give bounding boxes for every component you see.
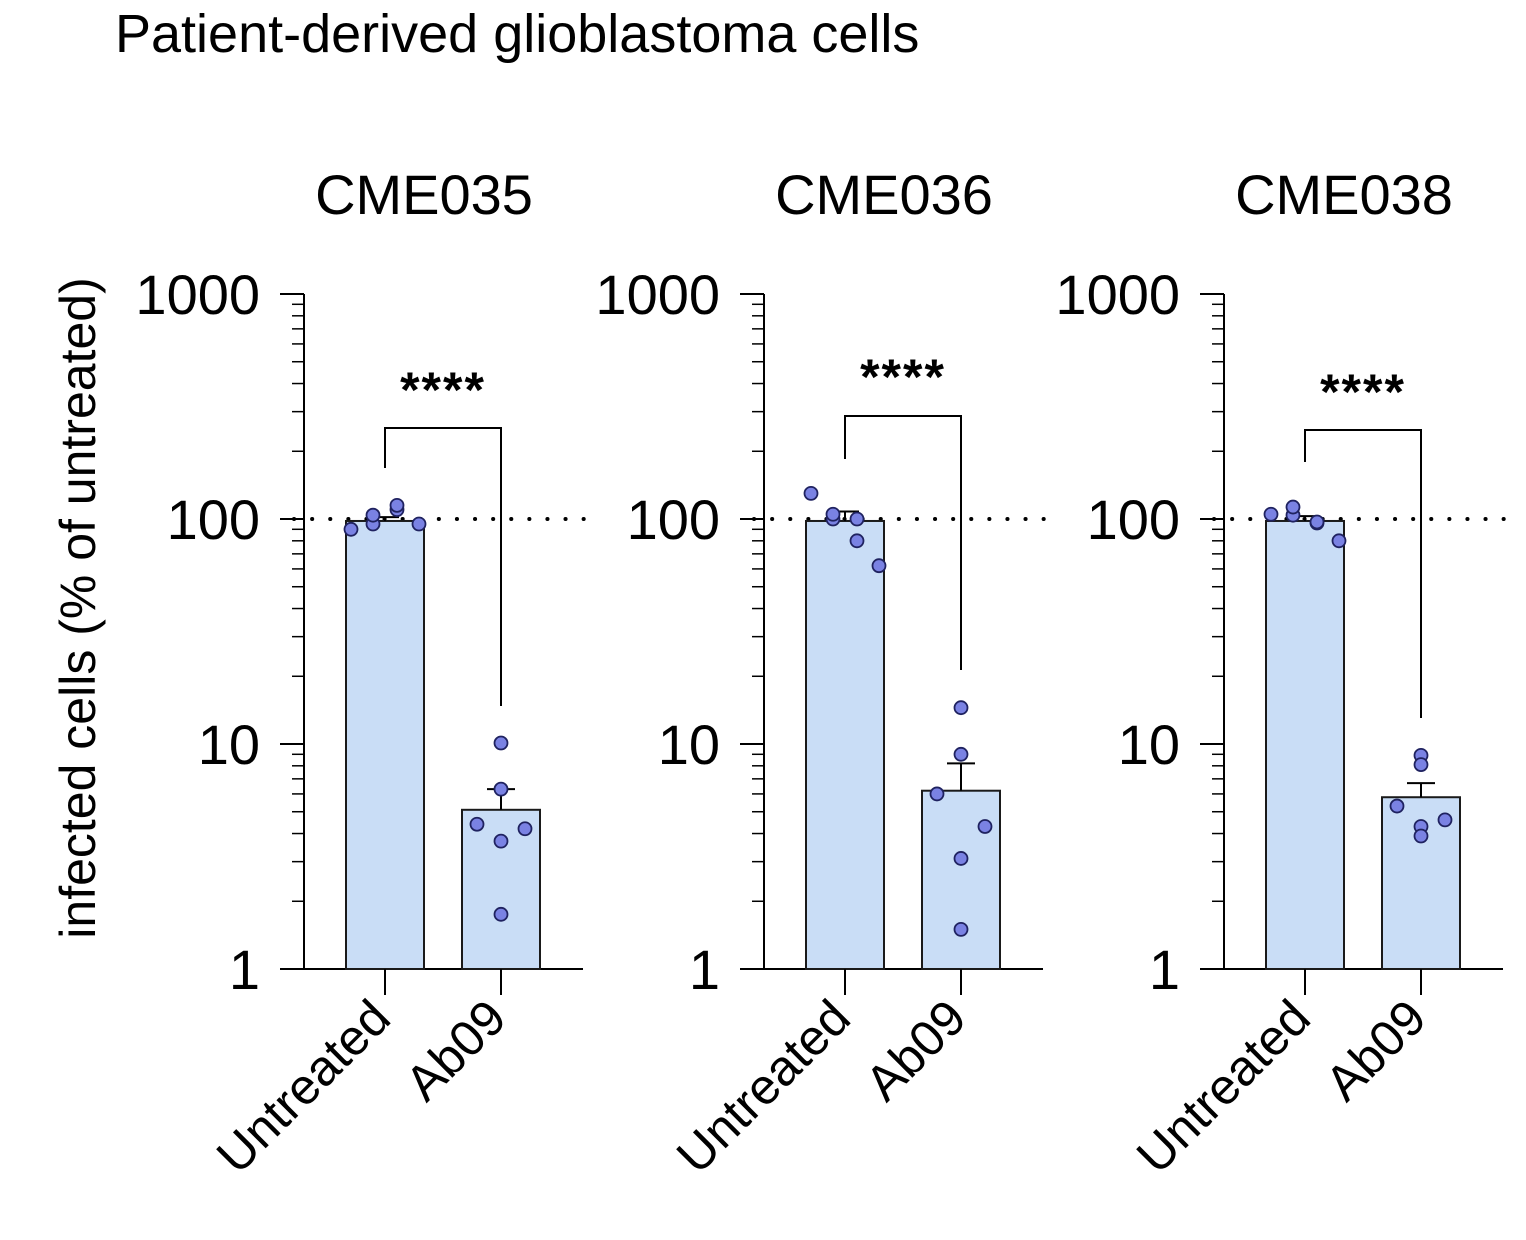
data-point	[1309, 514, 1325, 530]
significance-label: ****	[400, 362, 486, 418]
y-tick-label: 1	[229, 938, 260, 1001]
data-point	[493, 833, 509, 849]
data-point	[825, 506, 841, 522]
bar-ab09	[921, 789, 1001, 970]
data-point	[849, 511, 865, 527]
category-label-ab09: Ab09	[395, 989, 517, 1111]
panels: CME0351101001000UntreatedAb09****CME0361…	[135, 163, 1521, 1184]
data-point	[1263, 506, 1279, 522]
figure-title: Patient-derived glioblastoma cells	[115, 4, 919, 64]
data-point	[389, 497, 405, 513]
y-axis-label: infected cells (% of untreated)	[50, 277, 106, 938]
y-tick-label: 10	[658, 713, 720, 776]
significance-label: ****	[1320, 364, 1406, 420]
significance-bracket	[1304, 429, 1422, 718]
significance-bracket	[844, 415, 962, 670]
data-point	[1413, 757, 1429, 772]
data-point	[343, 521, 359, 537]
panel-title: CME038	[1235, 163, 1453, 226]
y-tick-label: 10	[1118, 713, 1180, 776]
data-point	[1437, 812, 1453, 828]
category-label-ab09: Ab09	[1315, 989, 1437, 1111]
data-point	[469, 816, 485, 832]
bar-untreated	[1265, 519, 1345, 970]
panel-title: CME036	[775, 163, 993, 226]
data-point	[953, 746, 969, 762]
category-label-untreated: Untreated	[206, 989, 401, 1184]
data-point	[953, 921, 969, 937]
bar-untreated	[805, 519, 885, 970]
data-point	[517, 821, 533, 837]
data-point	[365, 507, 381, 523]
data-point	[849, 533, 865, 549]
bar-untreated	[345, 519, 425, 970]
data-point	[1389, 798, 1405, 814]
data-point	[493, 735, 509, 751]
data-point	[493, 906, 509, 922]
data-point	[411, 516, 427, 532]
data-point	[871, 558, 887, 574]
y-tick-label: 1000	[1055, 263, 1180, 326]
data-point	[977, 819, 993, 834]
data-point	[953, 851, 969, 866]
data-point	[493, 781, 509, 797]
y-tick-label: 1	[689, 938, 720, 1001]
y-tick-label: 1	[1149, 938, 1180, 1001]
significance-label: ****	[860, 349, 946, 405]
data-point	[803, 485, 819, 501]
y-tick-label: 1000	[595, 263, 720, 326]
category-label-untreated: Untreated	[666, 989, 861, 1184]
category-label-untreated: Untreated	[1126, 989, 1321, 1184]
data-point	[1413, 828, 1429, 844]
data-point	[953, 700, 969, 716]
data-point	[1285, 499, 1301, 515]
data-point	[929, 786, 945, 802]
y-tick-label: 100	[1087, 488, 1180, 551]
panel-title: CME035	[315, 163, 533, 226]
y-tick-label: 100	[167, 488, 260, 551]
y-tick-label: 1000	[135, 263, 260, 326]
category-label-ab09: Ab09	[855, 989, 977, 1111]
data-point	[1331, 533, 1347, 549]
significance-bracket	[384, 427, 502, 706]
y-tick-label: 10	[198, 713, 260, 776]
y-tick-label: 100	[627, 488, 720, 551]
